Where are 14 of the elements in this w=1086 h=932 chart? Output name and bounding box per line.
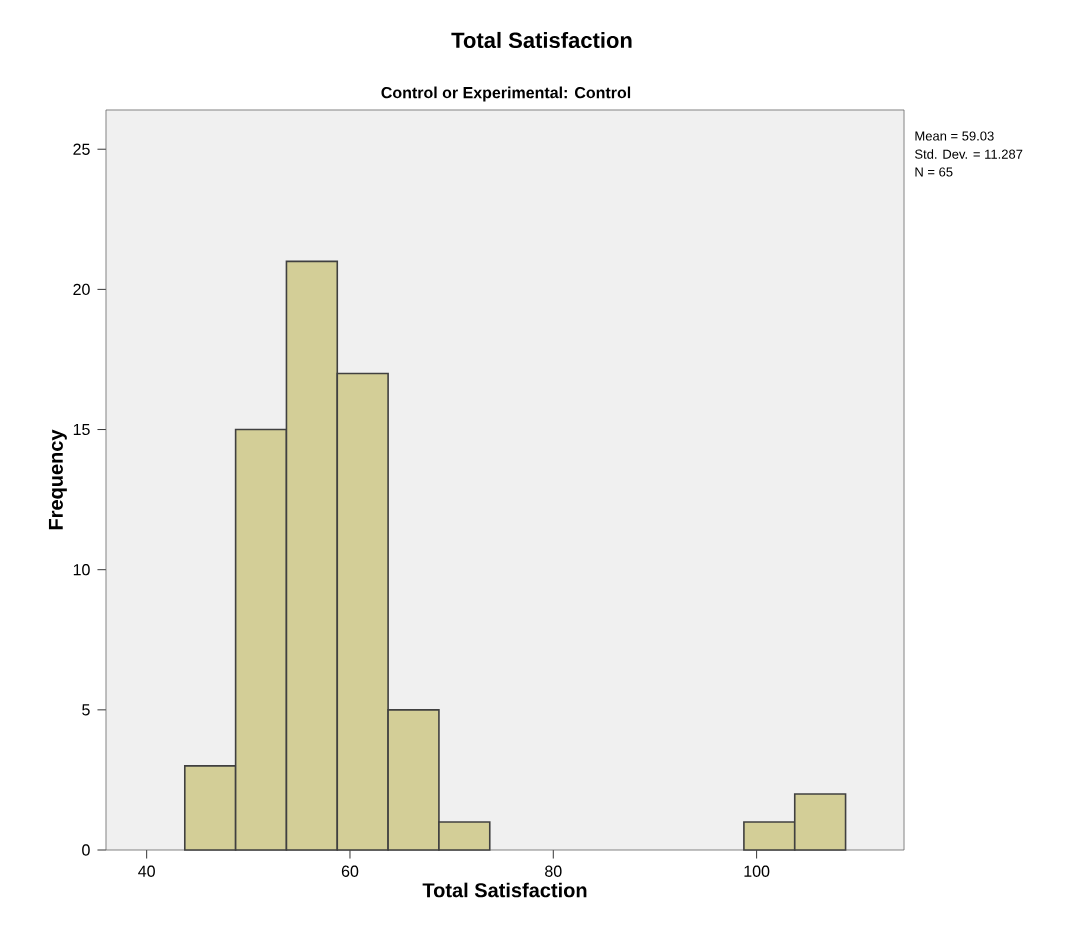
- y-tick-label: 0: [82, 844, 90, 856]
- y-tick-label: 15: [73, 423, 90, 436]
- x-tick-label: 40: [138, 865, 155, 877]
- y-axis-title: Frequency: [48, 429, 67, 530]
- chart-subtitle: Control or Experimental: Control: [381, 86, 631, 102]
- y-tick-label: 10: [73, 564, 90, 576]
- x-axis-title: Total Satisfaction: [422, 882, 587, 898]
- x-tick-label: 80: [545, 865, 562, 877]
- chart-title: Total Satisfaction: [451, 31, 632, 49]
- x-tick-label: 100: [744, 865, 770, 877]
- x-tick-label: 60: [341, 865, 359, 877]
- y-tick-label: 20: [73, 283, 90, 296]
- y-tick-label: 25: [73, 143, 90, 155]
- y-tick-label: 5: [82, 704, 90, 716]
